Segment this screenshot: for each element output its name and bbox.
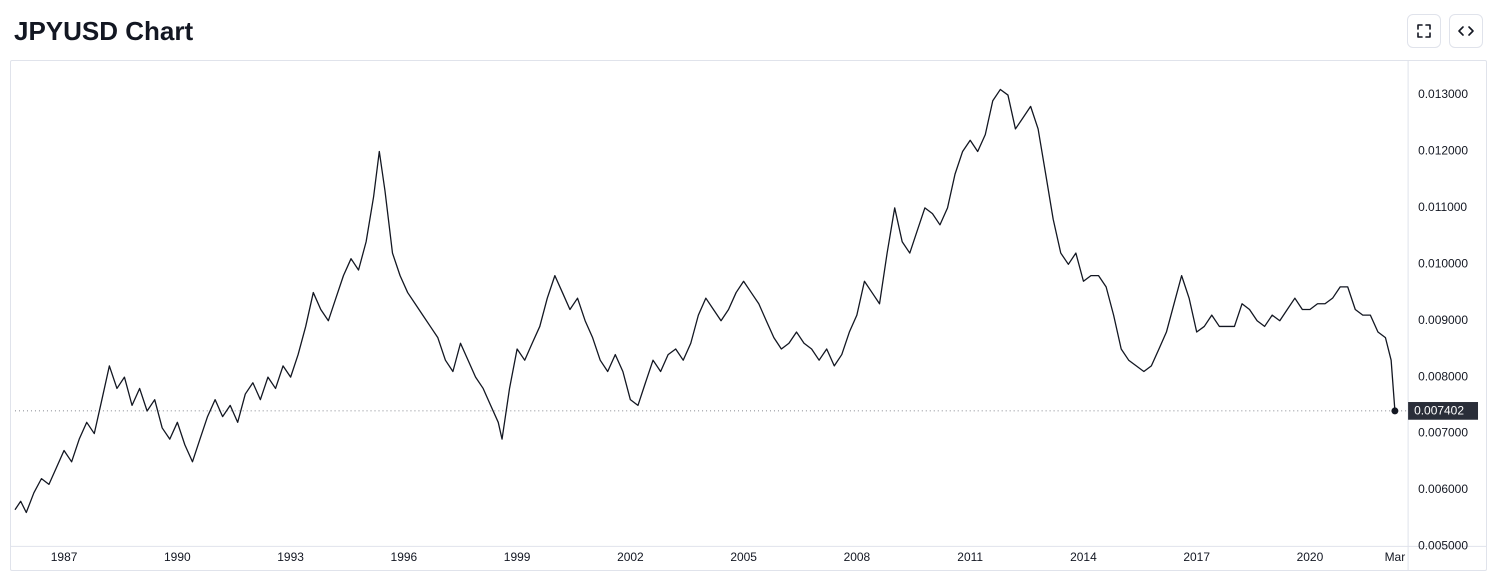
y-tick-label: 0.011000: [1418, 200, 1467, 214]
x-tick-label: 2008: [844, 550, 871, 564]
page-container: JPYUSD Chart 0.0050000.0060000.0070000.0…: [0, 0, 1497, 581]
chart-svg: 0.005000 0.006000 0.007000 0.008000 0.009000…: [11, 61, 1486, 570]
chart-area[interactable]: 0.005000 0.006000 0.007000 0.008000 0.009000…: [10, 60, 1487, 571]
x-tick-label: 2005: [730, 550, 757, 564]
x-tick-label: 1999: [504, 550, 531, 564]
y-tick-label: 0.007000: [1418, 426, 1468, 440]
y-tick-label: 0.012000: [1418, 144, 1468, 158]
price-series: [15, 89, 1395, 512]
current-price-label: 0.007402: [1414, 404, 1464, 418]
header-buttons: [1407, 14, 1483, 48]
fullscreen-icon: [1415, 22, 1433, 40]
x-tick-label: 2017: [1183, 550, 1210, 564]
x-tick-label: 1990: [164, 550, 191, 564]
x-tick-label: 2014: [1070, 550, 1097, 564]
y-tick-label: 0.008000: [1418, 369, 1468, 383]
x-tick-label: 2002: [617, 550, 644, 564]
y-tick-label: 0.013000: [1418, 87, 1468, 101]
x-tick-label: 1987: [51, 550, 78, 564]
x-tick-label: 2011: [957, 550, 983, 564]
chart-header: JPYUSD Chart: [0, 0, 1497, 56]
y-tick-label: 0.005000: [1418, 539, 1468, 553]
chart-title: JPYUSD Chart: [14, 16, 193, 47]
y-tick-label: 0.010000: [1418, 257, 1468, 271]
x-tick-label: 1993: [277, 550, 304, 564]
last-price-dot: [1391, 407, 1398, 414]
embed-button[interactable]: [1449, 14, 1483, 48]
y-tick-label: 0.006000: [1418, 482, 1468, 496]
x-tick-label: Mar: [1385, 550, 1406, 564]
y-tick-label: 0.009000: [1418, 313, 1468, 327]
x-tick-label: 2020: [1297, 550, 1324, 564]
x-tick-label: 1996: [391, 550, 418, 564]
fullscreen-button[interactable]: [1407, 14, 1441, 48]
code-icon: [1456, 22, 1476, 40]
